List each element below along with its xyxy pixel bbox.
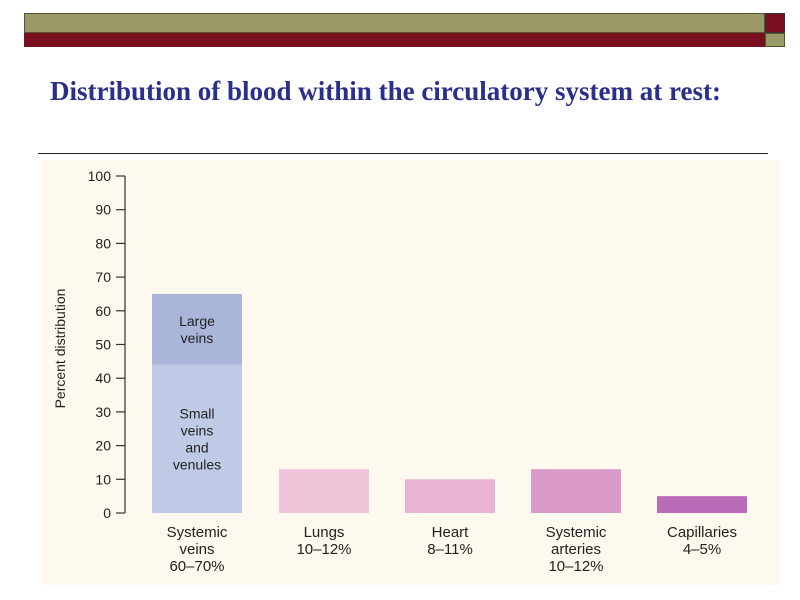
bar [531,469,621,513]
header-decoration [0,0,800,50]
y-tick-label: 30 [95,404,111,420]
bar [405,479,495,513]
y-tick-label: 100 [88,168,112,184]
bar-segment-label: Large [179,313,215,329]
category-label: 10–12% [548,558,603,575]
bar [279,469,369,513]
category-label: Capillaries [667,524,737,541]
title-divider [38,153,768,154]
bar-segment-label: veins [181,422,214,438]
slide-title: Distribution of blood within the circula… [50,76,721,106]
y-axis-label: Percent distribution [52,289,68,409]
category-label: 10–12% [296,541,351,558]
header-olive-bar [24,13,765,33]
bar [657,496,747,513]
category-label: 4–5% [683,541,721,558]
y-tick-label: 10 [95,471,111,487]
y-tick-label: 80 [95,235,111,251]
bar-segment-label: Small [179,405,214,421]
bar-segment-label: venules [173,456,221,472]
category-label: Systemic [167,524,228,541]
y-tick-label: 40 [95,370,111,386]
chart-panel: 0 10 20 30 40 50 60 70 80 90 100 Percent distributi… [42,160,779,585]
y-tick-label: 0 [103,505,111,521]
y-tick-label: 20 [95,438,111,454]
header-corner-olive-square [765,33,785,47]
y-tick-label: 70 [95,269,111,285]
category-label: veins [179,541,214,558]
bar-segment-label: and [185,439,208,455]
bar-chart: 0 10 20 30 40 50 60 70 80 90 100 Percent distributi… [52,168,747,575]
category-label: Systemic [546,524,607,541]
y-tick-label: 60 [95,303,111,319]
category-label: 60–70% [169,558,224,575]
bar-segment-label: veins [181,330,214,346]
y-tick-label: 90 [95,202,111,218]
y-tick-label: 50 [95,337,111,353]
category-label: Heart [432,524,470,541]
header-red-bar [24,33,765,47]
category-label: 8–11% [427,541,473,558]
category-label: Lungs [304,524,345,541]
header-corner-red-square [765,13,785,33]
bar-segment [152,364,242,513]
bar-segment [152,293,242,365]
category-label: arteries [551,541,601,558]
